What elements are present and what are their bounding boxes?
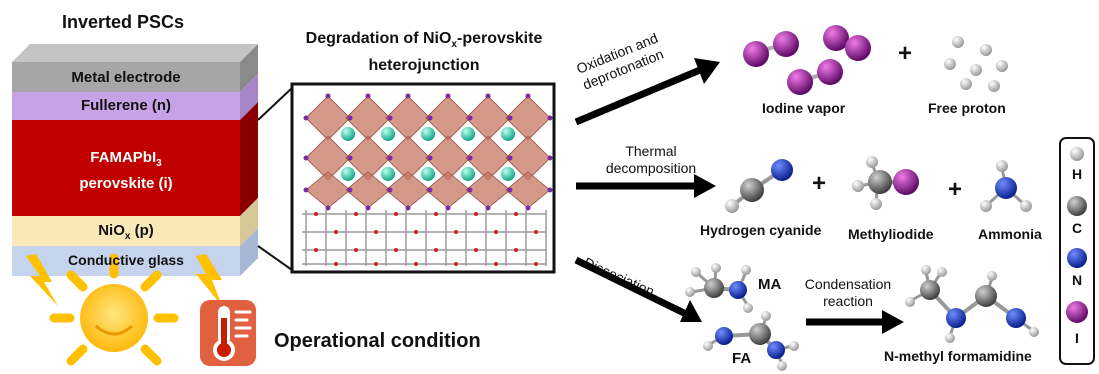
legend-label-n: N (1071, 272, 1083, 288)
perovskite-layer (12, 120, 240, 216)
layer-perovskite-label: FAMAPbI3 perovskite (i) (12, 148, 240, 194)
condensation-line1: Condensation (804, 276, 892, 292)
thermal-line2: decomposition (605, 160, 697, 176)
legend-swatch-c (1067, 196, 1087, 216)
legend-label-c: C (1071, 220, 1083, 236)
nio-layer (12, 216, 240, 246)
fullerene-side (240, 74, 258, 120)
perovskite-type: perovskite (i) (79, 175, 173, 192)
arrow-thermal (576, 174, 716, 198)
perovskite-formula: FAMAPbI (90, 149, 157, 166)
nio-sub: x (124, 231, 131, 242)
hetero-title-pre: Degradation of NiO (305, 30, 452, 47)
nio-text: NiO (98, 222, 125, 239)
plus-sign-2: + (812, 170, 827, 197)
zoom-line (257, 87, 293, 121)
proton-atoms (944, 36, 1008, 92)
fullerene-layer (12, 92, 240, 120)
metal-layer (12, 62, 240, 92)
operational-label: Operational condition (274, 330, 481, 352)
lightning-bolt-icon (26, 254, 58, 306)
arrow-condensation (806, 310, 904, 334)
legend-swatch-i (1066, 301, 1088, 323)
hcn-molecule (725, 159, 793, 213)
layer-nio-label: NiOx (p) (12, 222, 240, 242)
arrow-dissociation (574, 256, 702, 322)
methyliodide-molecule (852, 156, 919, 210)
nio-suffix: (p) (130, 222, 154, 239)
ma-label: MA (758, 276, 782, 293)
ma-molecule (685, 263, 753, 313)
layer-metal-label: Metal electrode (71, 69, 181, 86)
stack-title: Inverted PSCs (62, 12, 185, 32)
nmf-molecule (905, 265, 1039, 343)
heterojunction-structure (290, 82, 556, 274)
thermal-label: Thermal decomposition (592, 143, 710, 177)
nmf-label: N-methyl formamidine (884, 348, 1032, 364)
fa-molecule (703, 311, 799, 371)
ammonia-molecule (980, 160, 1032, 212)
hcn-label: Hydrogen cyanide (700, 222, 822, 238)
plus-sign-3: + (948, 176, 963, 203)
thermometer-icon (200, 300, 256, 366)
plus-sign-1: + (898, 40, 913, 67)
lightning-bolt-icon (196, 254, 222, 306)
hetero-title: Degradation of NiOx-perovskite heterojun… (270, 28, 578, 76)
metal-top (12, 44, 258, 62)
metal-side (240, 44, 258, 92)
hetero-title-sub: x (451, 39, 457, 51)
hetero-title-line2: heterojunction (368, 57, 480, 75)
layer-fullerene-label: Fullerene (n) (80, 97, 171, 114)
glass-side (240, 228, 258, 276)
legend-label-i: I (1075, 330, 1079, 346)
atom-legend (1059, 137, 1095, 365)
perovskite-side (240, 102, 258, 216)
sun-icon (49, 253, 179, 366)
legend-swatch-n (1067, 248, 1087, 268)
nio-side (240, 198, 258, 246)
iodine-vapor-label: Iodine vapor (762, 100, 846, 116)
hetero-title-post: -perovskite (456, 30, 543, 47)
arrow-oxidation (574, 58, 720, 126)
methyliodide-label: Methyliodide (848, 226, 934, 242)
zoom-line (257, 245, 293, 271)
condensation-label: Condensation reaction (796, 276, 900, 310)
legend-label-h: H (1071, 166, 1083, 182)
thermal-line1: Thermal (625, 143, 677, 159)
ammonia-label: Ammonia (978, 226, 1042, 242)
legend-swatch-h (1070, 147, 1084, 161)
fa-label: FA (732, 350, 752, 367)
condensation-line2: reaction (823, 293, 873, 309)
free-proton-label: Free proton (928, 100, 1006, 116)
layer-glass-label: Conductive glass (68, 252, 184, 268)
iodine-molecules (743, 25, 871, 95)
perovskite-formula-sub: 3 (156, 158, 162, 169)
